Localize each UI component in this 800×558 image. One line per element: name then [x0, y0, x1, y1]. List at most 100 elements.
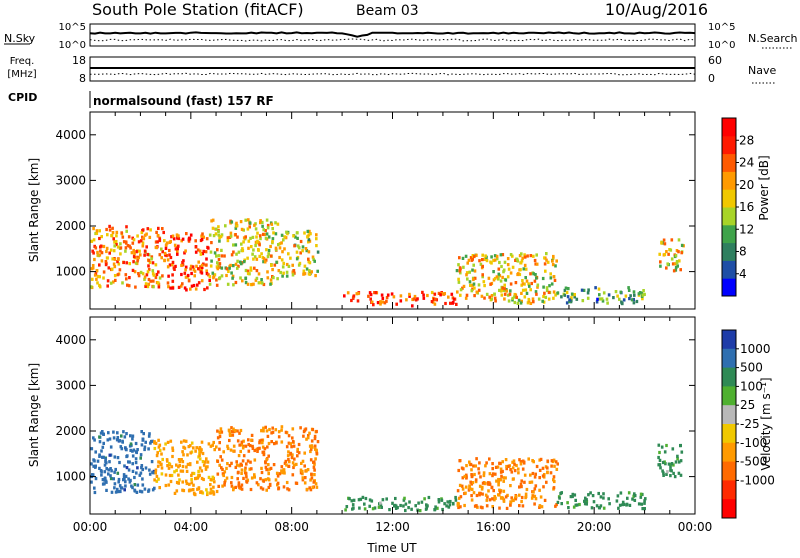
range-cell	[455, 269, 459, 273]
range-cell	[253, 223, 256, 227]
range-cell	[629, 294, 632, 298]
range-cell	[501, 275, 504, 279]
range-cell	[554, 460, 558, 464]
range-cell	[195, 264, 198, 268]
range-cell	[271, 227, 274, 231]
range-cell	[488, 498, 492, 502]
range-cell	[189, 488, 193, 492]
range-cell	[525, 291, 529, 295]
range-cell	[131, 241, 135, 245]
range-cell	[230, 461, 233, 465]
range-cell	[240, 242, 243, 246]
range-cell	[550, 282, 554, 286]
range-cell	[253, 473, 256, 477]
range-cell	[523, 255, 527, 259]
range-cell	[565, 290, 569, 295]
range-cell	[287, 252, 290, 256]
range-cell	[146, 252, 149, 257]
range-cell	[166, 265, 170, 269]
range-cell	[433, 302, 437, 306]
range-cell	[257, 483, 260, 487]
range-cell	[225, 476, 229, 480]
range-cell	[287, 434, 291, 438]
range-cell	[370, 300, 374, 304]
range-cell	[301, 478, 305, 482]
range-cell	[461, 476, 465, 480]
range-cell	[261, 220, 264, 224]
range-cell	[515, 295, 518, 299]
range-cell	[532, 490, 535, 494]
range-cell	[214, 227, 218, 231]
range-cell	[542, 300, 546, 304]
range-cell	[547, 297, 551, 301]
range-cell	[228, 464, 232, 468]
range-cell	[201, 232, 204, 236]
range-cell	[518, 485, 521, 489]
range-cell	[657, 463, 660, 467]
range-cell	[122, 430, 125, 434]
range-cell	[189, 264, 193, 268]
range-cell	[506, 293, 510, 297]
range-cell	[524, 267, 528, 271]
range-cell	[555, 503, 558, 507]
range-cell	[236, 429, 239, 433]
range-cell	[315, 448, 318, 452]
range-cell	[112, 249, 116, 253]
range-cell	[141, 235, 144, 239]
range-cell	[248, 225, 251, 229]
range-cell	[530, 480, 534, 484]
range-cell	[242, 454, 246, 458]
range-cell	[207, 442, 211, 446]
range-cell	[113, 482, 117, 486]
range-cell	[372, 303, 375, 307]
range-cell	[664, 462, 667, 466]
range-cell	[444, 301, 447, 306]
range-cell	[105, 488, 108, 492]
range-cell	[292, 463, 296, 467]
range-cell	[473, 269, 477, 273]
y-tick-label: 3000	[55, 378, 86, 392]
range-cell	[229, 263, 232, 267]
range-cell	[498, 260, 501, 265]
range-cell	[184, 265, 188, 269]
range-cell	[308, 229, 311, 233]
range-cell	[136, 466, 139, 470]
range-cell	[602, 291, 606, 295]
range-cell	[357, 291, 360, 296]
range-cell	[187, 489, 191, 493]
range-cell	[302, 434, 305, 438]
range-cell	[144, 284, 147, 288]
range-cell	[136, 448, 139, 452]
range-cell	[443, 292, 446, 296]
range-cell	[306, 229, 310, 233]
range-cell	[241, 279, 244, 283]
range-cell	[672, 269, 676, 273]
range-cell	[475, 457, 478, 461]
range-cell	[190, 477, 193, 481]
range-cell	[131, 449, 134, 453]
range-cell	[252, 248, 255, 252]
range-cell	[233, 429, 237, 433]
range-cell	[479, 475, 482, 479]
range-cell	[485, 461, 488, 465]
range-cell	[545, 286, 549, 290]
range-cell	[314, 274, 317, 278]
range-cell	[675, 261, 679, 265]
range-cell	[553, 464, 556, 468]
range-cell	[254, 227, 258, 231]
range-cell	[133, 483, 137, 487]
range-cell	[202, 235, 205, 239]
range-cell	[202, 477, 205, 482]
range-cell	[679, 459, 683, 463]
range-cell	[381, 296, 385, 300]
range-cell	[265, 218, 269, 222]
range-cell	[261, 232, 265, 236]
range-cell	[249, 460, 252, 464]
x-tick-label: 00:00	[73, 520, 108, 534]
range-cell	[503, 260, 507, 264]
range-cell	[490, 486, 494, 490]
range-cell	[103, 476, 107, 480]
range-cell	[138, 249, 141, 253]
range-cell	[217, 233, 221, 237]
range-cell	[177, 481, 180, 485]
